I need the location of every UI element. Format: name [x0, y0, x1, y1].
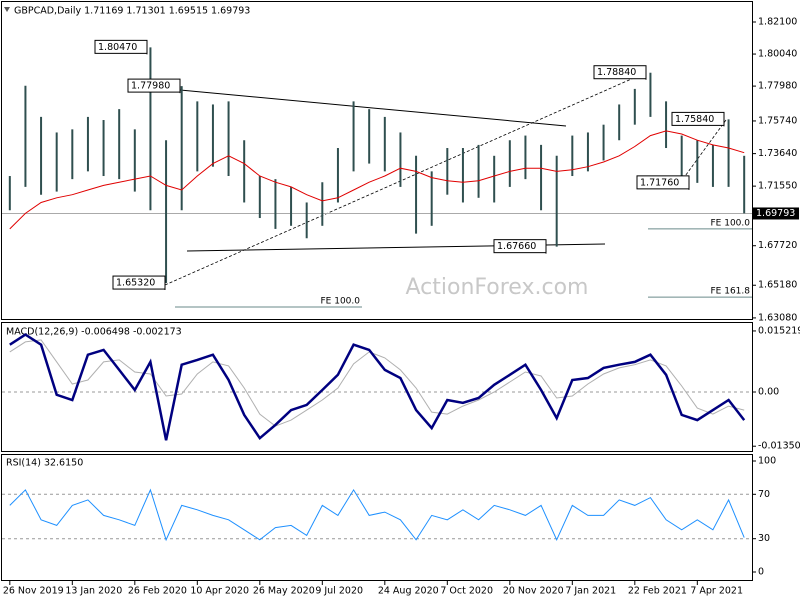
pivot-label: 1.67660 — [497, 241, 536, 252]
x-tick-label: 26 Feb 2020 — [128, 586, 187, 597]
y-tick-label: 1.71550 — [758, 181, 797, 192]
price-panel — [1, 1, 753, 320]
x-tick-label: 10 Apr 2020 — [190, 586, 249, 597]
pivot-box — [127, 78, 181, 93]
pivot-box — [671, 111, 725, 126]
y-tick-label: 1.73640 — [758, 148, 797, 159]
trendline — [679, 119, 727, 184]
pivot-box — [112, 275, 166, 290]
y-tick-label: 0.00 — [758, 387, 779, 398]
moving-average — [9, 130, 745, 230]
chart-title: GBPCAD,Daily 1.71169 1.71301 1.69515 1.6… — [14, 6, 250, 17]
y-tick-label: 70 — [758, 489, 770, 500]
pivot-box — [593, 65, 647, 80]
y-tick-label: 0.015219 — [758, 325, 800, 336]
y-tick-label: 1.63080 — [758, 312, 797, 323]
trendline — [179, 89, 567, 127]
x-tick-label: 26 Nov 2019 — [3, 586, 64, 597]
indicator-line — [9, 488, 745, 542]
pivot-label: 1.75840 — [675, 114, 714, 125]
y-tick-label: 1.75740 — [758, 115, 797, 126]
pivot-label: 1.65320 — [116, 278, 155, 289]
y-tick-label: 0 — [758, 567, 764, 578]
pivot-box — [493, 239, 547, 254]
fe-label: FE 100.0 — [321, 297, 361, 307]
trendline — [164, 72, 646, 286]
pivot-box — [636, 175, 690, 190]
y-tick-label: 30 — [758, 533, 770, 544]
y-tick-label: 1.77980 — [758, 81, 797, 92]
x-tick-label: 20 Nov 2020 — [503, 586, 564, 597]
y-tick-label: 1.82100 — [758, 17, 797, 28]
title-icon — [4, 7, 10, 12]
pivot-label: 1.77980 — [131, 81, 170, 92]
y-tick-label: -0.013508 — [758, 441, 800, 452]
y-tick-label: 100 — [758, 456, 776, 467]
last-price-label: 1.69793 — [756, 208, 795, 219]
x-tick-label: 26 May 2020 — [253, 586, 315, 597]
fe-label: FE 161.8 — [711, 287, 751, 297]
x-tick-label: 7 Oct 2020 — [440, 586, 493, 597]
macd-title: MACD(12,26,9) -0.006498 -0.002173 — [6, 327, 182, 338]
indicator-line — [9, 333, 746, 441]
fe-label: FE 100.0 — [711, 218, 751, 228]
x-tick-label: 24 Aug 2020 — [378, 586, 439, 597]
y-tick-label: 1.80040 — [758, 49, 797, 60]
pivot-label: 1.80470 — [98, 42, 137, 53]
y-tick-label: 1.65180 — [758, 280, 797, 291]
x-tick-label: 9 Jul 2020 — [315, 586, 363, 597]
watermark: ActionForex.com — [406, 275, 589, 300]
indicator-line — [9, 339, 745, 427]
y-tick-label: 1.67720 — [758, 240, 797, 251]
x-tick-label: 22 Feb 2021 — [628, 586, 687, 597]
rsi-panel — [1, 454, 753, 581]
x-tick-label: 7 Apr 2021 — [690, 586, 743, 597]
rsi-title: RSI(14) 32.6150 — [6, 458, 83, 469]
x-tick-label: 13 Jan 2020 — [65, 586, 122, 597]
pivot-label: 1.71760 — [640, 177, 679, 188]
last-price-box — [753, 207, 799, 220]
x-tick-label: 7 Jan 2021 — [565, 586, 616, 597]
pivot-label: 1.78840 — [597, 67, 636, 78]
pivot-box — [94, 39, 148, 54]
macd-panel — [1, 322, 753, 452]
